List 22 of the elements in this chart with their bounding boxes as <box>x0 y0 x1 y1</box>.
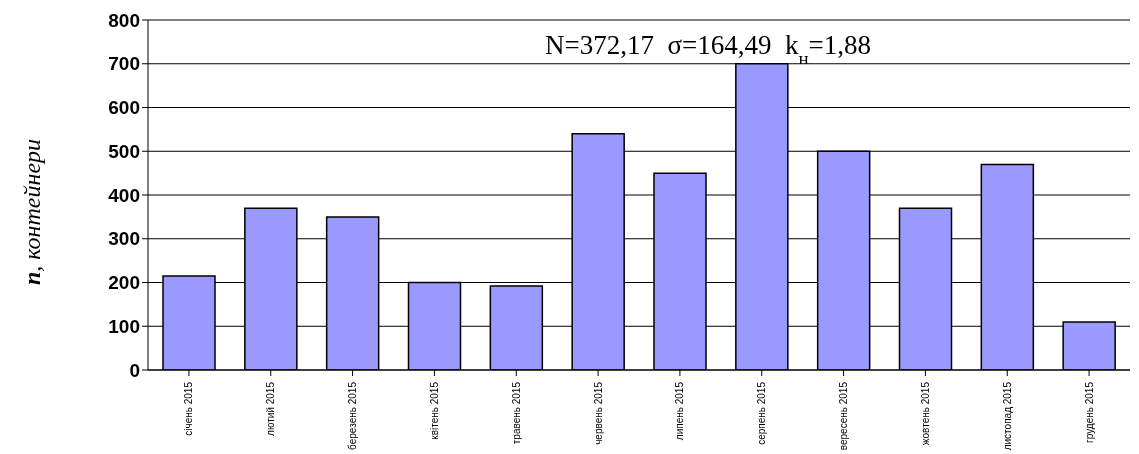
y-tick-label: 800 <box>108 9 140 31</box>
x-tick-label: квітень 2015 <box>428 381 440 440</box>
x-tick-label: липень 2015 <box>674 381 686 441</box>
y-tick-label: 500 <box>108 140 140 162</box>
x-tick-label: листопад 2015 <box>1001 381 1013 451</box>
y-tick-label: 0 <box>129 359 140 381</box>
y-tick-label: 400 <box>108 184 140 206</box>
x-tick-label: грудень 2015 <box>1083 381 1095 443</box>
x-tick-label: травень 2015 <box>510 381 522 445</box>
y-tick-label: 600 <box>108 97 140 119</box>
x-tick-label: лютий 2015 <box>265 381 277 436</box>
x-tick-label: вересень 2015 <box>838 381 850 451</box>
y-tick-label: 200 <box>108 272 140 294</box>
x-tick-label: березень 2015 <box>347 381 359 450</box>
x-tick-label: січень 2015 <box>183 381 195 436</box>
y-tick-label: 700 <box>108 53 140 75</box>
y-tick-label: 100 <box>108 315 140 337</box>
x-tick-label: жовтень 2015 <box>919 381 931 446</box>
y-tick-label: 300 <box>108 228 140 250</box>
x-tick-label: серпень 2015 <box>756 381 768 445</box>
x-tick-label: червень 2015 <box>592 381 604 445</box>
y-axis-title: n, контейнери <box>19 138 45 286</box>
